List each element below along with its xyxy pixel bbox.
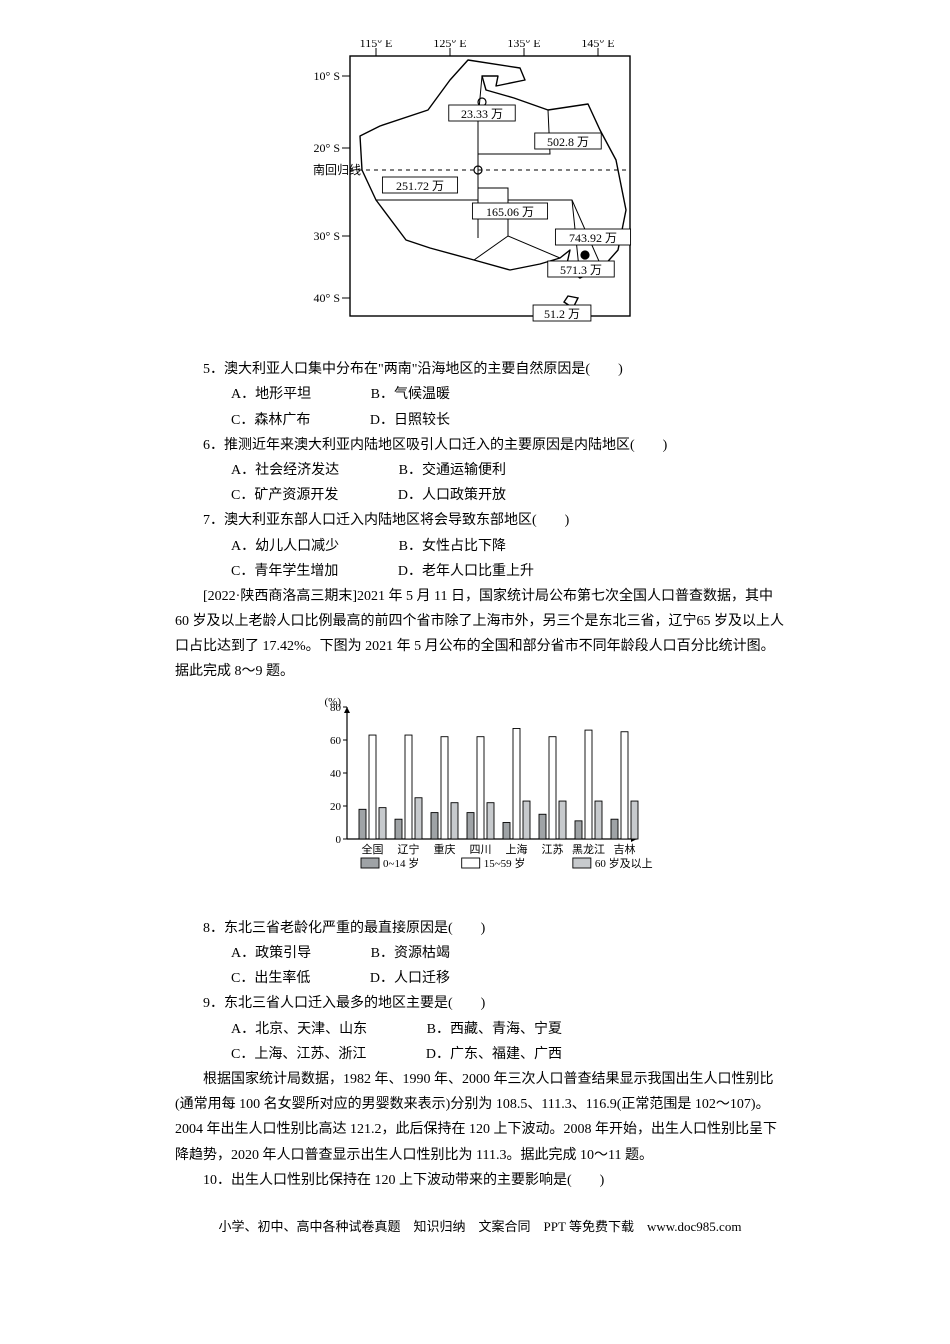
q7-option-a: A．幼儿人口减少 [203, 534, 339, 559]
q9-option-b: B．西藏、青海、宁夏 [399, 1017, 562, 1042]
q7-stem: 7．澳大利亚东部人口迁入内陆地区将会导致东部地区( ) [175, 508, 785, 533]
svg-text:60: 60 [330, 735, 342, 747]
svg-text:10° S: 10° S [314, 69, 340, 83]
svg-text:145° E: 145° E [581, 40, 614, 50]
q6-stem: 6．推测近年来澳大利亚内陆地区吸引人口迁入的主要原因是内陆地区( ) [175, 433, 785, 458]
q6-options-row1: A．社会经济发达 B．交通运输便利 [175, 458, 785, 483]
svg-text:20° S: 20° S [314, 141, 340, 155]
q9-option-d: D．广东、福建、广西 [398, 1042, 562, 1067]
q9-option-c: C．上海、江苏、浙江 [203, 1042, 366, 1067]
q6-option-c: C．矿产资源开发 [203, 483, 338, 508]
q7-option-c: C．青年学生增加 [203, 559, 338, 584]
q9-stem: 9．东北三省人口迁入最多的地区主要是( ) [175, 991, 785, 1016]
svg-text:四川: 四川 [470, 844, 492, 856]
q9-options-row2: C．上海、江苏、浙江 D．广东、福建、广西 [175, 1042, 785, 1067]
q5-option-b: B．气候温暖 [343, 382, 450, 407]
q6-option-a: A．社会经济发达 [203, 458, 339, 483]
q7-option-d: D．老年人口比重上升 [370, 559, 534, 584]
age-structure-chart-figure: (%)020406080全国辽宁重庆四川上海江苏黑龙江吉林0~14 岁15~59… [175, 693, 785, 902]
svg-text:0~14 岁: 0~14 岁 [383, 856, 419, 870]
svg-text:20: 20 [330, 801, 342, 813]
svg-text:135° E: 135° E [507, 40, 540, 50]
page: 115° E 125° E 135° E 145° E 10° S 20° S 30° S 4… [85, 0, 865, 1268]
q5-stem: 5．澳大利亚人口集中分布在"两南"沿海地区的主要自然原因是( ) [175, 357, 785, 382]
intro-8-9: [2022·陕西商洛高三期末]2021 年 5 月 11 日，国家统计局公布第七… [175, 584, 785, 685]
svg-text:上海: 上海 [506, 842, 528, 856]
svg-text:0: 0 [336, 834, 342, 846]
svg-text:15~59 岁: 15~59 岁 [484, 856, 526, 870]
q5-option-a: A．地形平坦 [203, 382, 311, 407]
svg-text:全国: 全国 [362, 842, 384, 856]
q5-options-row2: C．森林广布 D．日照较长 [175, 408, 785, 433]
australia-map-figure: 115° E 125° E 135° E 145° E 10° S 20° S 30° S 4… [175, 40, 785, 339]
q7-option-b: B．女性占比下降 [371, 534, 506, 559]
q10-stem: 10．出生人口性别比保持在 120 上下波动带来的主要影响是( ) [175, 1168, 785, 1193]
svg-text:40° S: 40° S [314, 291, 340, 305]
svg-text:黑龙江: 黑龙江 [572, 843, 605, 856]
svg-text:80: 80 [330, 702, 342, 714]
q8-option-c: C．出生率低 [203, 966, 310, 991]
q8-options-row1: A．政策引导 B．资源枯竭 [175, 941, 785, 966]
svg-text:51.2 万: 51.2 万 [544, 307, 580, 321]
q8-option-d: D．人口迁移 [342, 966, 450, 991]
q8-options-row2: C．出生率低 D．人口迁移 [175, 966, 785, 991]
q7-options-row2: C．青年学生增加 D．老年人口比重上升 [175, 559, 785, 584]
q5-option-c: C．森林广布 [203, 408, 310, 433]
svg-text:40: 40 [330, 768, 342, 780]
svg-text:502.8 万: 502.8 万 [547, 135, 589, 149]
intro-10-11: 根据国家统计局数据，1982 年、1990 年、2000 年三次人口普查结果显示… [175, 1067, 785, 1168]
q8-stem: 8．东北三省老龄化严重的最直接原因是( ) [175, 916, 785, 941]
q8-option-b: B．资源枯竭 [343, 941, 450, 966]
svg-text:165.06 万: 165.06 万 [486, 205, 534, 219]
page-footer: 小学、初中、高中各种试卷真题 知识归纳 文案合同 PPT 等免费下载 www.d… [175, 1215, 785, 1238]
svg-text:23.33 万: 23.33 万 [461, 107, 503, 121]
svg-text:125° E: 125° E [433, 40, 466, 50]
svg-text:60 岁及以上: 60 岁及以上 [595, 856, 653, 870]
svg-text:251.72 万: 251.72 万 [396, 179, 444, 193]
age-structure-chart-svg: (%)020406080全国辽宁重庆四川上海江苏黑龙江吉林0~14 岁15~59… [305, 693, 655, 893]
australia-map-svg: 115° E 125° E 135° E 145° E 10° S 20° S 30° S 4… [310, 40, 650, 330]
svg-text:辽宁: 辽宁 [398, 842, 420, 856]
svg-text:743.92 万: 743.92 万 [569, 231, 617, 245]
q5-options-row1: A．地形平坦 B．气候温暖 [175, 382, 785, 407]
q9-options-row1: A．北京、天津、山东 B．西藏、青海、宁夏 [175, 1017, 785, 1042]
svg-text:江苏: 江苏 [542, 843, 564, 856]
q5-option-d: D．日照较长 [342, 408, 450, 433]
svg-text:南回归线: 南回归线 [313, 162, 361, 177]
q8-option-a: A．政策引导 [203, 941, 311, 966]
svg-text:吉林: 吉林 [614, 842, 636, 856]
svg-text:115° E: 115° E [360, 40, 393, 50]
svg-text:30° S: 30° S [314, 229, 340, 243]
q6-options-row2: C．矿产资源开发 D．人口政策开放 [175, 483, 785, 508]
q7-options-row1: A．幼儿人口减少 B．女性占比下降 [175, 534, 785, 559]
svg-text:重庆: 重庆 [434, 842, 456, 856]
q9-option-a: A．北京、天津、山东 [203, 1017, 367, 1042]
svg-text:571.3 万: 571.3 万 [560, 263, 602, 277]
q6-option-b: B．交通运输便利 [371, 458, 506, 483]
q6-option-d: D．人口政策开放 [370, 483, 506, 508]
